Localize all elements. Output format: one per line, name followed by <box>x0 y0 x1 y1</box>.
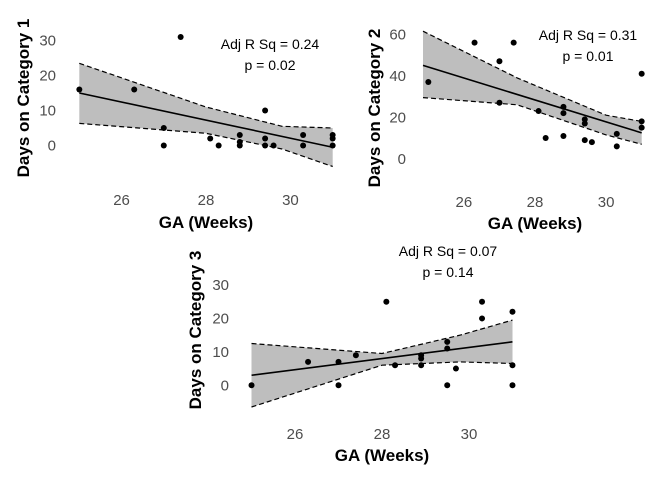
regression-line <box>251 341 513 377</box>
data-point <box>177 34 184 40</box>
y-axis-label: Days on Category 1 <box>14 19 33 178</box>
data-point <box>248 382 255 389</box>
data-point <box>479 298 486 305</box>
data-point <box>329 135 336 142</box>
data-point <box>496 99 503 106</box>
data-point <box>76 86 83 93</box>
x-tick-label: 30 <box>282 192 299 209</box>
data-point <box>131 86 138 93</box>
data-point <box>160 142 167 149</box>
data-point <box>452 365 459 372</box>
x-tick-label: 30 <box>598 194 615 211</box>
x-tick-label: 28 <box>374 426 391 443</box>
y-axis-label: Days on Category 2 <box>365 29 384 188</box>
data-point <box>638 118 645 125</box>
data-point <box>613 143 620 150</box>
x-tick-label: 28 <box>527 194 544 211</box>
data-point <box>262 107 269 114</box>
data-point <box>638 124 645 131</box>
p-value-annotation: p = 0.14 <box>423 264 474 280</box>
data-point <box>444 345 451 352</box>
x-axis-label: GA (Weeks) <box>488 214 582 233</box>
data-point <box>509 382 516 389</box>
band-upper-bound <box>79 62 333 129</box>
y-tick-label: 10 <box>212 344 229 361</box>
data-point <box>510 39 517 46</box>
data-point <box>444 338 451 345</box>
data-point <box>270 142 277 149</box>
p-value-annotation: p = 0.01 <box>563 48 614 64</box>
data-point <box>425 79 432 86</box>
data-point <box>236 142 243 149</box>
data-point <box>444 382 451 389</box>
band-upper-bound <box>422 30 642 122</box>
y-tick-label: 40 <box>389 68 406 85</box>
x-tick-label: 26 <box>287 426 304 443</box>
data-point <box>496 58 503 65</box>
data-point <box>560 103 567 110</box>
x-tick-label: 26 <box>456 194 473 211</box>
confidence-band <box>79 63 333 167</box>
chart-panel-3: 0 10 20 30 26 28 30 GA (Weeks) Days on Category … <box>186 243 516 465</box>
x-axis-label: GA (Weeks) <box>159 213 253 232</box>
data-point <box>418 355 425 362</box>
data-point <box>329 142 336 149</box>
band-upper-bound <box>251 319 513 355</box>
data-point <box>392 362 399 369</box>
data-point <box>335 382 342 389</box>
data-point <box>335 358 342 365</box>
y-tick-label: 0 <box>398 151 406 168</box>
chart-panel-2: 0 20 40 60 26 28 30 GA (Weeks) Days on Category … <box>365 26 645 233</box>
data-point <box>581 116 588 123</box>
data-point <box>509 308 516 315</box>
y-tick-label: 30 <box>39 33 56 50</box>
data-point <box>352 352 359 359</box>
data-point <box>262 135 269 142</box>
adj-r-sq-annotation: Adj R Sq = 0.31 <box>539 27 638 43</box>
data-point <box>535 108 542 115</box>
y-tick-label: 60 <box>389 26 406 43</box>
data-point <box>581 120 588 127</box>
y-tick-label: 20 <box>389 109 406 126</box>
data-point <box>305 358 312 365</box>
y-tick-label: 0 <box>48 138 56 155</box>
data-point <box>509 362 516 369</box>
data-point <box>581 137 588 144</box>
data-point <box>471 39 478 46</box>
x-tick-label: 28 <box>198 192 215 209</box>
data-point <box>588 139 595 146</box>
data-point <box>215 142 222 149</box>
regression-line <box>79 92 333 149</box>
data-point <box>160 125 167 131</box>
regression-line <box>422 64 642 134</box>
y-axis-label: Days on Category 3 <box>186 251 205 410</box>
data-point <box>236 132 243 138</box>
data-point <box>542 135 549 142</box>
y-tick-label: 10 <box>39 103 56 120</box>
data-point <box>613 130 620 137</box>
data-point <box>383 298 390 305</box>
y-tick-label: 0 <box>221 377 229 394</box>
data-point <box>207 135 214 142</box>
y-tick-label: 20 <box>39 68 56 85</box>
data-point <box>300 142 307 149</box>
adj-r-sq-annotation: Adj R Sq = 0.24 <box>221 36 320 52</box>
p-value-annotation: p = 0.02 <box>245 57 296 73</box>
y-tick-label: 20 <box>212 310 229 327</box>
x-tick-label: 26 <box>113 192 130 209</box>
data-point <box>479 315 486 322</box>
data-point <box>418 362 425 369</box>
data-point <box>638 70 645 77</box>
x-tick-label: 30 <box>461 426 478 443</box>
x-axis-label: GA (Weeks) <box>335 446 429 465</box>
chart-panel-1: 0 10 20 30 26 28 30 GA (Weeks) Days on Category … <box>14 19 336 232</box>
data-point <box>300 132 307 138</box>
data-point <box>560 132 567 139</box>
data-point <box>560 110 567 117</box>
data-point <box>262 142 269 149</box>
adj-r-sq-annotation: Adj R Sq = 0.07 <box>399 243 498 259</box>
y-tick-label: 30 <box>212 277 229 294</box>
